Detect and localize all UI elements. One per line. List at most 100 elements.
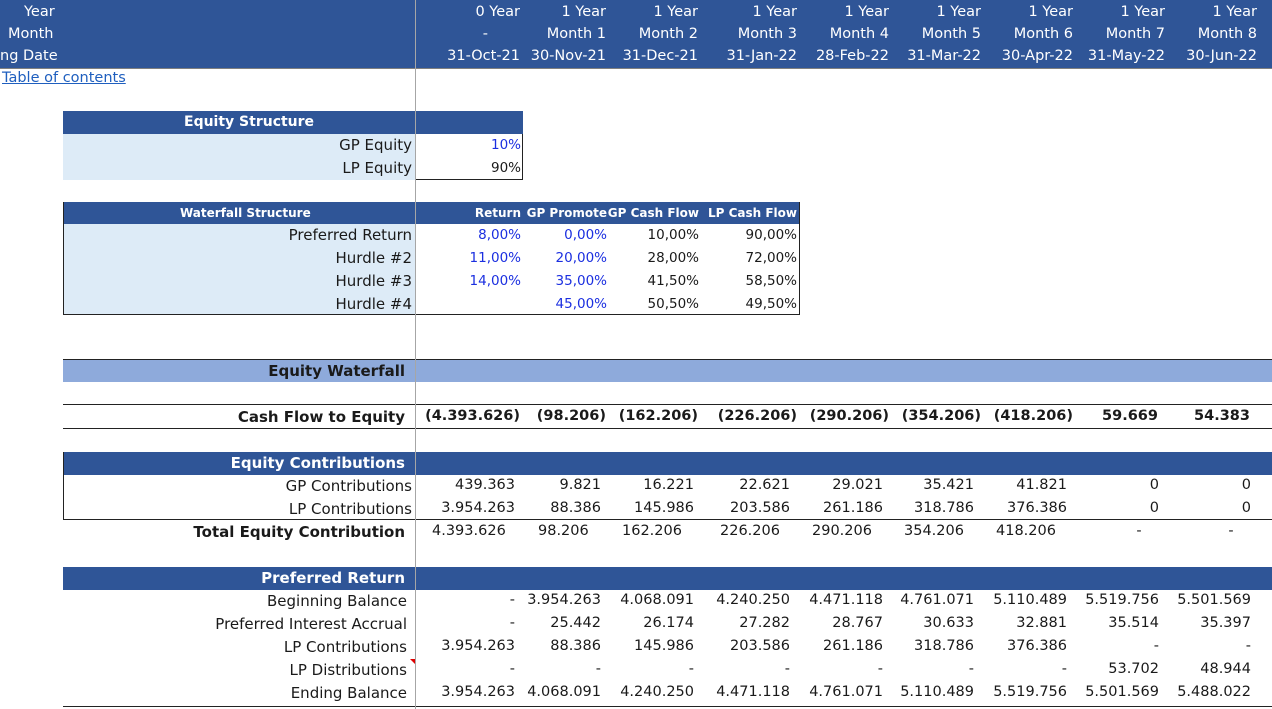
preferred-return-value: 3.954.263	[527, 592, 601, 608]
preferred-return-value: 4.240.250	[716, 592, 790, 608]
contribution-value: 145.986	[634, 500, 694, 516]
preferred-return-value: 4.761.071	[900, 592, 974, 608]
preferred-return-value: 5.110.489	[993, 592, 1067, 608]
equity-contributions-bottom-border	[63, 519, 1272, 520]
waterfall-cell: 10,00%	[647, 227, 699, 243]
preferred-return-value: 261.186	[823, 638, 883, 654]
waterfall-cell[interactable]: 11,00%	[469, 250, 521, 266]
preferred-return-value: 4.240.250	[620, 684, 694, 700]
header-month-cell: Month 6	[1013, 26, 1073, 42]
header-date-cell: 31-Oct-21	[447, 48, 520, 64]
equity-structure-bottom-border	[416, 179, 523, 180]
equity-contributions-header: Equity Contributions	[63, 452, 1272, 475]
timeline-header: Year Month ng Date 0 Year - 31-Oct-21 1 Yea…	[0, 0, 1272, 68]
preferred-return-value: -	[509, 615, 515, 631]
waterfall-cell[interactable]: 8,00%	[478, 227, 521, 243]
preferred-return-title: Preferred Return	[261, 569, 405, 587]
preferred-return-value: -	[1245, 638, 1251, 654]
contribution-row-label: LP Contributions	[288, 500, 412, 518]
cash-flow-top-border	[63, 404, 1272, 405]
equity-structure-input[interactable]: 10%	[490, 137, 521, 153]
waterfall-cell: 50,50%	[647, 296, 699, 312]
preferred-return-row-label: Ending Balance	[290, 684, 407, 702]
waterfall-row-label: Hurdle #4	[335, 295, 413, 313]
preferred-return-value: 5.501.569	[1085, 684, 1159, 700]
contribution-value: 0	[1241, 500, 1251, 516]
waterfall-cell[interactable]: 20,00%	[555, 250, 607, 266]
preferred-return-value: -	[509, 592, 515, 608]
contribution-value: 35.421	[923, 477, 974, 493]
preferred-return-header: Preferred Return	[63, 567, 1272, 590]
total-contribution-value: 98.206	[538, 523, 589, 539]
total-contribution-value: 162.206	[622, 523, 682, 539]
header-year-cell: 1 Year	[752, 4, 797, 20]
cash-flow-value: (4.393.626)	[425, 408, 520, 424]
total-contribution-value: 4.393.626	[432, 523, 506, 539]
preferred-return-bottom-border	[63, 706, 1272, 707]
waterfall-column-header: Return	[474, 206, 521, 220]
contribution-value: 41.821	[1016, 477, 1067, 493]
header-year-cell: 1 Year	[1028, 4, 1073, 20]
waterfall-column-header: GP Promote	[526, 206, 607, 220]
month-row-label: Month	[8, 26, 54, 42]
header-month-cell: Month 8	[1197, 26, 1257, 42]
equity-waterfall-title: Equity Waterfall	[268, 362, 405, 380]
date-row-label: ng Date	[0, 48, 58, 64]
waterfall-row-label: Preferred Return	[288, 226, 412, 244]
contribution-value: 3.954.263	[441, 500, 515, 516]
header-year-cell: 1 Year	[653, 4, 698, 20]
contribution-value: 318.786	[914, 500, 974, 516]
header-date-cell: 31-Jan-22	[726, 48, 797, 64]
contribution-value: 439.363	[455, 477, 515, 493]
waterfall-row-label: Hurdle #2	[335, 249, 413, 267]
cash-flow-label: Cash Flow to Equity	[237, 408, 405, 426]
header-year-cell: 0 Year	[475, 4, 520, 20]
preferred-return-value: 27.282	[739, 615, 790, 631]
preferred-return-value: 35.514	[1108, 615, 1159, 631]
waterfall-cell[interactable]: 14,00%	[469, 273, 521, 289]
contribution-value: 29.021	[832, 477, 883, 493]
preferred-return-value: 145.986	[634, 638, 694, 654]
header-year-cell: 1 Year	[844, 4, 889, 20]
preferred-return-value: 4.761.071	[809, 684, 883, 700]
preferred-return-row-label: Preferred Interest Accrual	[215, 615, 407, 633]
preferred-return-value: 48.944	[1200, 661, 1251, 677]
preferred-return-row-label: LP Distributions	[289, 661, 408, 679]
total-contribution-value: 290.206	[812, 523, 872, 539]
header-month-cell: Month 3	[737, 26, 797, 42]
preferred-return-value: 4.471.118	[809, 592, 883, 608]
header-month-cell: Month 5	[921, 26, 981, 42]
header-month-cell: Month 4	[829, 26, 889, 42]
total-contribution-label: Total Equity Contribution	[193, 523, 405, 541]
contribution-row-label: GP Contributions	[285, 477, 412, 495]
equity-contributions-title: Equity Contributions	[230, 454, 405, 472]
frozen-pane-divider	[415, 0, 416, 709]
contribution-value: 261.186	[823, 500, 883, 516]
preferred-return-value: 25.442	[550, 615, 601, 631]
preferred-return-value: -	[784, 661, 790, 677]
preferred-return-value: -	[595, 661, 601, 677]
preferred-return-value: -	[688, 661, 694, 677]
cash-flow-value: (226.206)	[717, 408, 797, 424]
preferred-return-value: 4.471.118	[716, 684, 790, 700]
total-contribution-value: 354.206	[904, 523, 964, 539]
header-date-cell: 30-Nov-21	[530, 48, 606, 64]
waterfall-cell: 28,00%	[647, 250, 699, 266]
header-month-cell: Month 1	[546, 26, 606, 42]
waterfall-cell[interactable]: 45,00%	[555, 296, 607, 312]
waterfall-cell[interactable]: 35,00%	[555, 273, 607, 289]
equity-waterfall-band	[63, 359, 1272, 382]
header-date-cell: 31-Dec-21	[622, 48, 698, 64]
header-month-cell: -	[482, 26, 488, 42]
waterfall-cell[interactable]: 0,00%	[564, 227, 607, 243]
header-year-cell: 1 Year	[1212, 4, 1257, 20]
equity-structure-title: Equity Structure	[184, 114, 315, 130]
comment-indicator[interactable]	[410, 659, 416, 665]
equity-structure-input[interactable]: 90%	[490, 160, 521, 176]
preferred-return-value: 203.586	[730, 638, 790, 654]
contribution-value: 0	[1149, 500, 1159, 516]
table-of-contents-link[interactable]: Table of contents	[2, 70, 126, 86]
cash-flow-value: 54.383	[1194, 408, 1250, 424]
cash-flow-value: (290.206)	[809, 408, 889, 424]
contribution-value: 16.221	[643, 477, 694, 493]
